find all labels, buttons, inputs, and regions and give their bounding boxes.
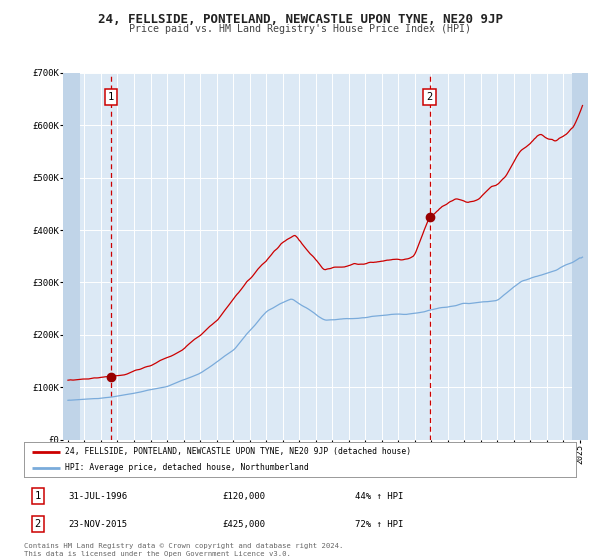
Text: This data is licensed under the Open Government Licence v3.0.: This data is licensed under the Open Gov… bbox=[24, 551, 291, 557]
Text: £120,000: £120,000 bbox=[223, 492, 266, 501]
Bar bbox=[63, 73, 80, 440]
Text: 24, FELLSIDE, PONTELAND, NEWCASTLE UPON TYNE, NE20 9JP: 24, FELLSIDE, PONTELAND, NEWCASTLE UPON … bbox=[97, 13, 503, 26]
Text: 31-JUL-1996: 31-JUL-1996 bbox=[68, 492, 127, 501]
Text: 23-NOV-2015: 23-NOV-2015 bbox=[68, 520, 127, 529]
Text: 2: 2 bbox=[35, 519, 41, 529]
Text: 24, FELLSIDE, PONTELAND, NEWCASTLE UPON TYNE, NE20 9JP (detached house): 24, FELLSIDE, PONTELAND, NEWCASTLE UPON … bbox=[65, 447, 412, 456]
Text: 2: 2 bbox=[427, 92, 433, 102]
Text: HPI: Average price, detached house, Northumberland: HPI: Average price, detached house, Nort… bbox=[65, 463, 309, 472]
Text: Price paid vs. HM Land Registry's House Price Index (HPI): Price paid vs. HM Land Registry's House … bbox=[129, 24, 471, 34]
Text: 1: 1 bbox=[35, 491, 41, 501]
Bar bbox=[572, 73, 588, 440]
Text: 1: 1 bbox=[107, 92, 113, 102]
Text: £425,000: £425,000 bbox=[223, 520, 266, 529]
Text: 44% ↑ HPI: 44% ↑ HPI bbox=[355, 492, 404, 501]
Text: 72% ↑ HPI: 72% ↑ HPI bbox=[355, 520, 404, 529]
Text: Contains HM Land Registry data © Crown copyright and database right 2024.: Contains HM Land Registry data © Crown c… bbox=[24, 543, 343, 549]
